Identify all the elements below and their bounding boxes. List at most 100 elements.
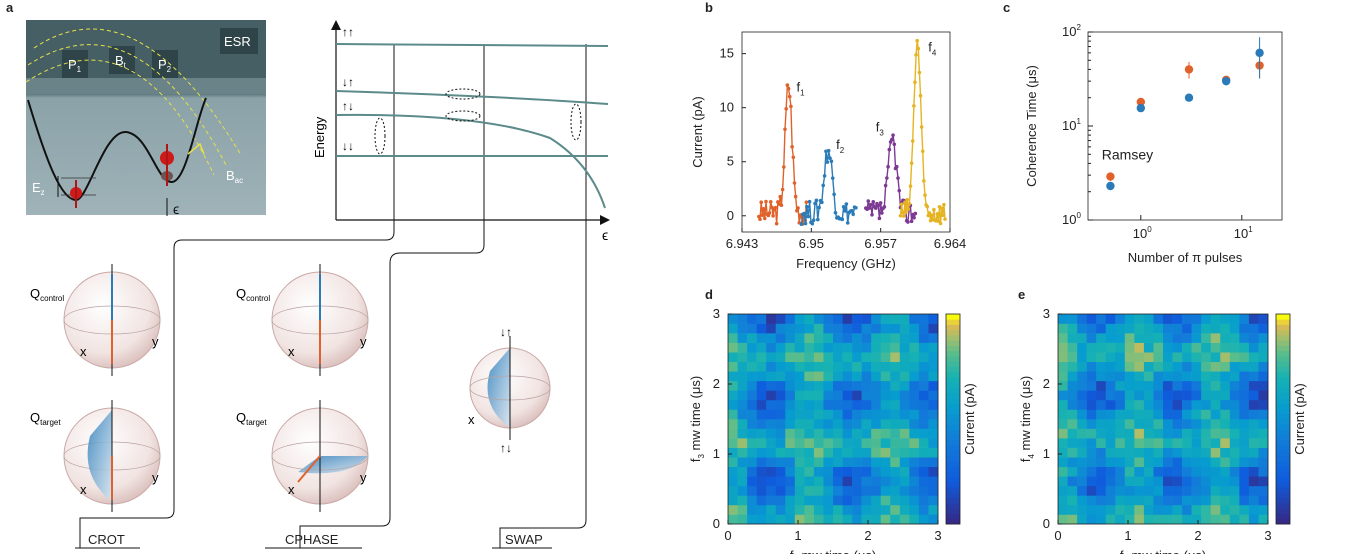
y-tick-label: 10 [720,100,734,115]
heatmap-cell [1172,352,1183,363]
data-point-f4 [923,193,927,197]
heatmap-cell [842,447,853,458]
heatmap-cell [794,428,805,439]
heatmap-cell [1182,504,1192,515]
y-tick-label: 3 [713,306,720,321]
heatmap-cell [1067,323,1078,334]
heatmap-cell [728,409,738,420]
heatmap-cell [1124,399,1135,410]
data-point-f2 [850,208,854,213]
y-tick-label: 0 [1043,516,1050,531]
heatmap-cell [1163,409,1173,420]
heatmap-cell [794,466,805,477]
data-point-f4 [938,221,943,226]
heatmap-cell [861,399,872,410]
heatmap-cell [1115,495,1126,506]
heatmap-cell [775,371,786,382]
heatmap-cell [1229,476,1240,487]
heatmap-cell [1248,380,1259,391]
heatmap-cell [852,314,862,324]
heatmap-cell [1201,438,1212,448]
data-point-f4 [936,219,941,223]
heatmap-cell [842,457,853,468]
heatmap-cell [842,371,853,382]
heatmap-cell [880,323,891,334]
heatmap-cell [785,380,796,391]
heatmap-cell [1258,495,1269,506]
heatmap-cell [804,352,815,363]
heatmap-cell [1077,466,1087,477]
heatmap-cell [928,419,939,429]
heatmap-cell [1191,495,1202,506]
heatmap-cell [1096,342,1107,353]
data-point [1136,103,1146,113]
heatmap-cell [1143,447,1154,458]
heatmap-cell [1143,371,1154,382]
data-point-f3 [890,137,894,142]
heatmap-cell [766,380,777,391]
heatmap-cell [1058,495,1068,506]
heatmap-cell [1067,314,1078,324]
heatmap-cell [1210,380,1221,391]
heatmap-cell [909,352,920,363]
heatmap-cell [1077,485,1087,496]
colorbar-segment [1276,387,1290,394]
heatmap-cell [804,466,815,477]
heatmap-cell [747,476,757,487]
colorbar-segment [946,350,960,357]
heatmap-cell [1258,371,1269,382]
heatmap-cell [1153,380,1164,391]
data-point-f3 [896,176,900,180]
heatmap-cell [756,514,767,525]
heatmap-cell [1239,333,1250,343]
heatmap-cell [1229,314,1240,324]
heatmap-cell [1134,333,1145,343]
colorbar-segment [1276,466,1290,472]
heatmap-cell [1124,352,1135,363]
data-point-f2 [832,192,836,197]
data-point-f1 [784,106,788,111]
data-point-f4 [927,211,932,215]
heatmap-e: 01230123f1 mw time (μs)f4 mw time (μs)Cu… [1018,306,1307,554]
colorbar-segment [946,345,960,352]
bloch-swap: ↓↑ ↑↓ x [468,325,551,455]
bloch-cphase-target: Qtarget x y [236,400,369,512]
heatmap-cell [1258,361,1269,372]
colorbar-segment [946,335,960,341]
y-tick-label: 2 [713,376,720,391]
heatmap-cell [899,504,910,515]
data-point-f1 [767,211,772,215]
heatmap-cell [899,380,910,391]
heatmap-cell [1115,352,1126,363]
colorbar-segment [1276,366,1290,373]
heatmap-cell [871,495,882,506]
heatmap-cell [747,419,757,429]
peak-label: f4 [928,39,937,57]
heatmap-cell [1191,485,1202,496]
heatmap-cell [747,314,757,324]
heatmap-cell [1229,361,1240,372]
heatmap-cell [1163,466,1173,477]
heatmap-cell [1239,361,1250,372]
heatmap-cell [813,390,824,401]
heatmap-cell [842,380,853,391]
heatmap-cell [861,485,872,496]
detuning-axis-arrowhead [600,215,610,225]
transition-marker [374,117,386,155]
heatmap-cell [909,466,920,477]
heatmap-cell [861,361,872,372]
heatmap-cell [871,371,882,382]
plot-frame [1057,313,1269,525]
heatmap-cell [766,323,777,334]
colorbar-segment [946,482,960,488]
heatmap-cell [852,514,862,525]
data-point-f2 [840,217,845,222]
heatmap-cell [833,485,843,496]
data-point-f1 [791,155,796,160]
heatmap-cell [1172,399,1183,410]
heatmap-cell [1105,323,1116,334]
heatmap-cell [1143,514,1154,525]
heatmap-cell [1172,514,1183,525]
data-point-f2 [821,183,826,188]
heatmap-cell [1143,495,1154,506]
